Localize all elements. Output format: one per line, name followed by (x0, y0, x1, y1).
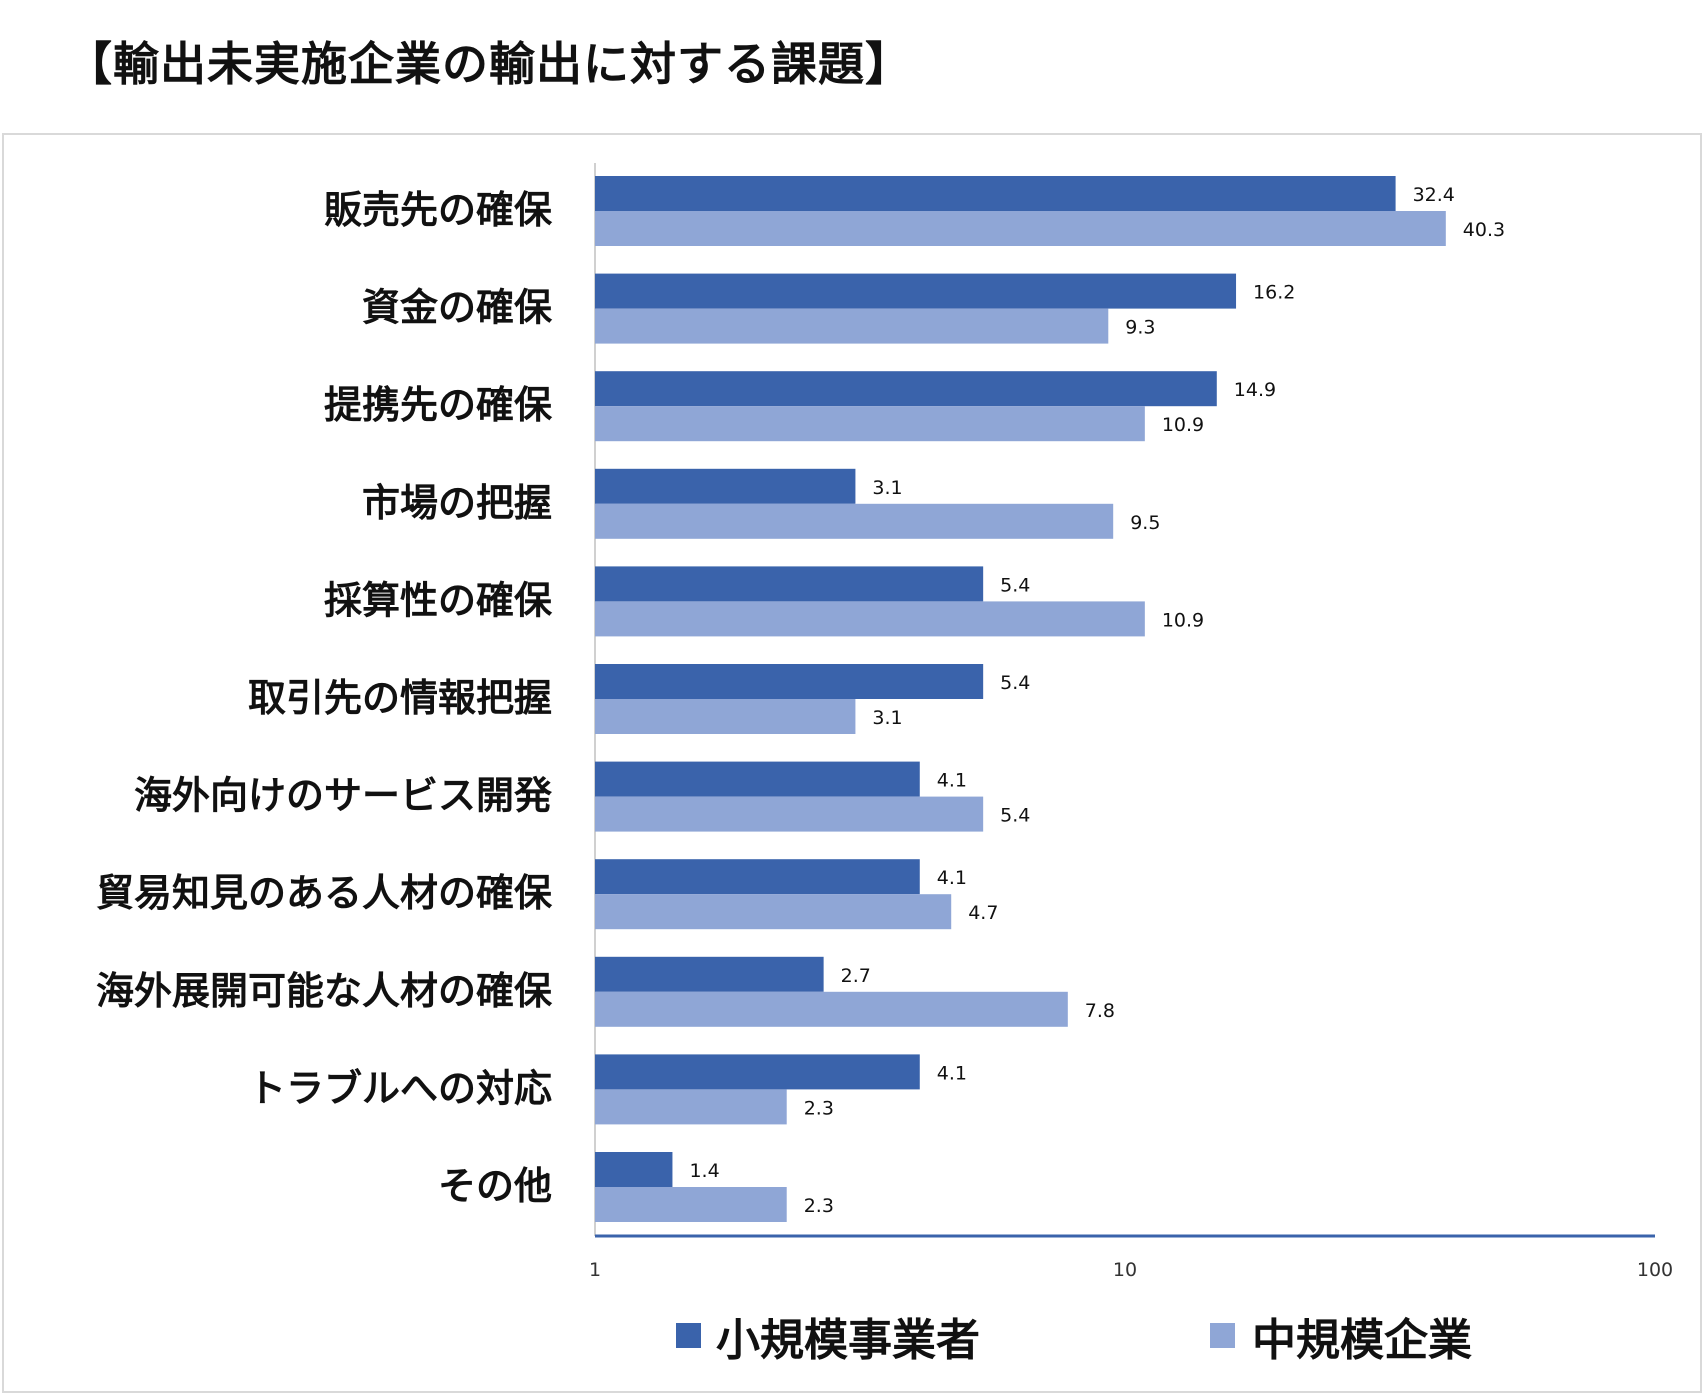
data-label-small: 32.4 (1413, 184, 1455, 206)
bar-small (595, 859, 920, 895)
x-tick-label: 100 (1637, 1259, 1673, 1281)
bar-medium (595, 699, 856, 734)
data-label-medium: 10.9 (1162, 609, 1204, 631)
data-label-small: 1.4 (689, 1160, 719, 1182)
chart-frame (2, 133, 1702, 1393)
bar-medium (595, 991, 1068, 1027)
data-label-medium: 9.3 (1125, 317, 1155, 339)
category-label: 取引先の情報把握 (248, 676, 552, 720)
category-label: 提携先の確保 (324, 383, 553, 427)
data-label-medium: 5.4 (1000, 805, 1030, 827)
bar-small (595, 566, 984, 602)
category-label: 市場の把握 (362, 481, 552, 525)
data-label-small: 5.4 (1000, 574, 1030, 596)
bar-small (595, 1054, 920, 1090)
legend-swatch-small (676, 1323, 701, 1348)
bar-small (595, 176, 1396, 211)
bar-medium (595, 1089, 787, 1125)
category-label: 海外展開可能な人材の確保 (96, 969, 553, 1013)
data-label-small: 4.1 (937, 1062, 967, 1084)
category-label: その他 (438, 1164, 552, 1208)
data-label-small: 4.1 (937, 770, 967, 792)
legend-label-small: 小規模事業者 (716, 1315, 980, 1366)
data-label-medium: 2.3 (804, 1097, 834, 1119)
category-label: トラブルへの対応 (248, 1066, 552, 1110)
bar-medium (595, 601, 1145, 637)
bar-small (595, 468, 856, 504)
data-label-small: 16.2 (1253, 282, 1295, 304)
bar-medium (595, 1187, 787, 1222)
data-label-medium: 40.3 (1463, 219, 1505, 241)
category-label: 資金の確保 (362, 286, 553, 330)
data-label-medium: 7.8 (1085, 1000, 1115, 1022)
legend-label-medium: 中規模企業 (1252, 1315, 1472, 1366)
x-tick-label: 10 (1113, 1259, 1137, 1281)
data-label-medium: 10.9 (1162, 414, 1204, 436)
bar-medium (595, 211, 1446, 246)
category-label: 貿易知見のある人材の確保 (96, 871, 553, 915)
bar-small (595, 273, 1237, 309)
data-label-small: 2.7 (841, 965, 871, 987)
data-label-medium: 2.3 (804, 1195, 834, 1217)
bar-medium (595, 308, 1109, 344)
x-tick-label: 1 (589, 1259, 601, 1281)
data-label-medium: 4.7 (968, 902, 998, 924)
data-label-medium: 3.1 (872, 707, 902, 729)
category-label: 販売先の確保 (324, 188, 553, 232)
bar-medium (595, 503, 1114, 539)
page-title: 【輸出未実施企業の輸出に対する課題】 (66, 37, 912, 91)
legend-swatch-medium (1210, 1323, 1235, 1348)
bar-small (595, 956, 824, 992)
data-label-small: 3.1 (872, 477, 902, 499)
bar-small (595, 1152, 673, 1187)
bar-medium (595, 796, 984, 832)
bar-medium (595, 894, 952, 930)
category-label: 海外向けのサービス開発 (134, 774, 553, 818)
data-label-medium: 9.5 (1130, 512, 1160, 534)
bar-small (595, 371, 1217, 407)
bar-small (595, 664, 984, 699)
data-label-small: 14.9 (1234, 379, 1276, 401)
bar-small (595, 761, 920, 797)
category-label: 採算性の確保 (324, 578, 553, 622)
bar-medium (595, 406, 1145, 442)
data-label-small: 4.1 (937, 867, 967, 889)
data-label-small: 5.4 (1000, 672, 1030, 694)
